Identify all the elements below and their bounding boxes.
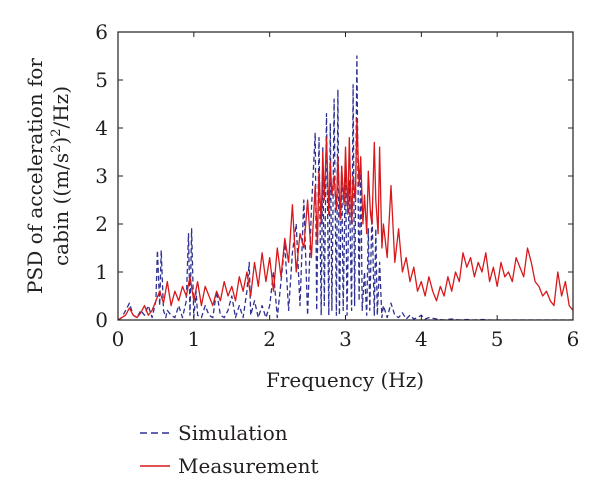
- y-tick-label: 1: [95, 260, 108, 284]
- y-tick-label: 4: [95, 116, 108, 140]
- y-axis-label-sup-1: 2: [49, 145, 64, 153]
- y-tick-label: 3: [95, 164, 108, 188]
- y-axis-label: PSD of acceleration for cabin ((m/s2)2/H…: [23, 58, 73, 294]
- x-tick-label: 6: [567, 327, 580, 351]
- x-tick-label: 2: [263, 327, 276, 351]
- y-axis-label-line2-start: cabin ((m/s: [49, 153, 73, 266]
- y-axis-label-line2: cabin ((m/s2)2/Hz): [49, 86, 73, 266]
- y-axis-label-line1: PSD of acceleration for: [23, 58, 47, 294]
- legend-label-simulation: Simulation: [178, 421, 288, 445]
- x-tick-label: 1: [187, 327, 200, 351]
- series-line-measurement: [118, 117, 573, 320]
- y-axis-label-sup-2: 2: [49, 129, 64, 137]
- y-axis-label-line2-tail: /Hz): [49, 86, 73, 129]
- y-tick-label: 2: [95, 212, 108, 236]
- legend: Simulation Measurement: [140, 421, 319, 478]
- legend-label-measurement: Measurement: [178, 454, 319, 478]
- x-axis-ticks: 0 1 2 3 4 5 6: [112, 32, 580, 351]
- series-line-simulation: [118, 55, 573, 320]
- x-tick-label: 4: [415, 327, 428, 351]
- y-axis-label-line2-mid: ): [49, 137, 73, 145]
- y-axis-ticks: 0 1 2 3 4 5 6: [95, 20, 573, 332]
- y-tick-label: 0: [95, 308, 108, 332]
- series-layer: [118, 55, 573, 320]
- x-axis-label: Frequency (Hz): [266, 368, 424, 392]
- y-tick-label: 5: [95, 68, 108, 92]
- x-tick-label: 3: [339, 327, 352, 351]
- x-tick-label: 0: [112, 327, 125, 351]
- y-tick-label: 6: [95, 20, 108, 44]
- x-tick-label: 5: [491, 327, 504, 351]
